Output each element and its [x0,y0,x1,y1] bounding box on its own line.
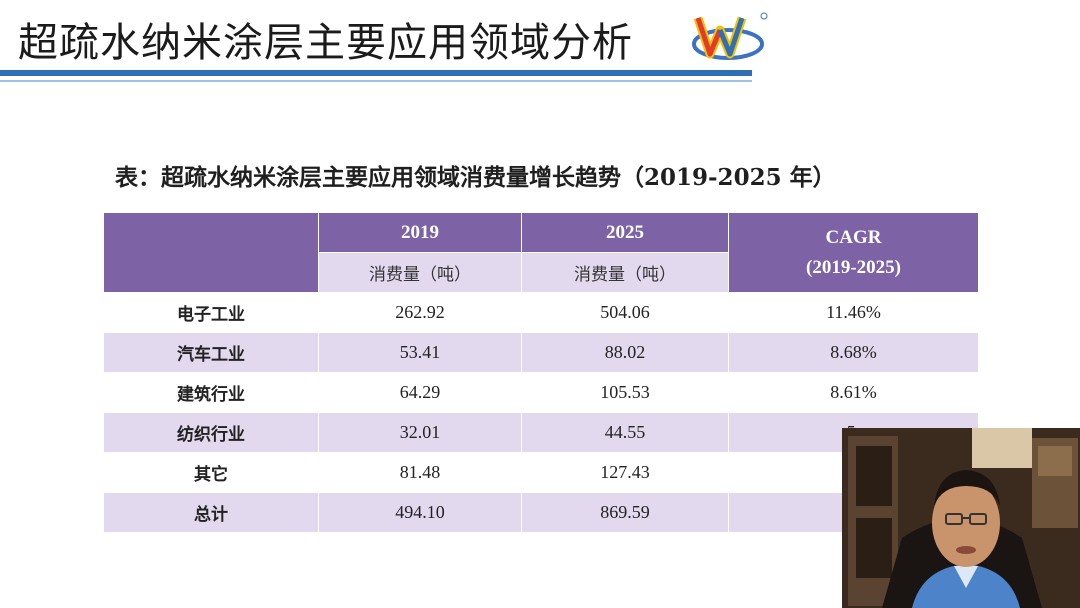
value-2019: 53.41 [318,332,522,373]
value-2019: 494.10 [318,492,522,533]
value-2019: 64.29 [318,372,522,413]
row-label: 其它 [103,452,319,493]
value-2025: 88.02 [521,332,729,373]
value-2019: 81.48 [318,452,522,493]
row-label: 电子工业 [103,292,319,333]
presenter-figure [842,428,1080,608]
table-caption: 表：超疏水纳米涂层主要应用领域消费量增长趋势（2019-2025 年） [115,164,836,191]
value-2025: 869.59 [521,492,729,533]
value-cagr: 11.46% [728,292,979,333]
value-cagr: 8.61% [728,372,979,413]
header-sub-2019: 消费量（吨） [318,252,522,293]
table-row: 电子工业 262.92 504.06 11.46% [103,292,979,333]
title-underline-thin [0,80,752,82]
header-year-2025: 2025 [521,212,729,253]
header-cagr: CAGR (2019-2025) [728,212,979,293]
row-label: 建筑行业 [103,372,319,413]
value-2025: 44.55 [521,412,729,453]
row-label: 总计 [103,492,319,533]
slide-title: 超疏水纳米涂层主要应用领域分析 [18,20,633,66]
table-row: 汽车工业 53.41 88.02 8.68% [103,332,979,373]
value-cagr: 8.68% [728,332,979,373]
value-2019: 32.01 [318,412,522,453]
header-sub-2025: 消费量（吨） [521,252,729,293]
value-2025: 127.43 [521,452,729,493]
value-2025: 105.53 [521,372,729,413]
header-cagr-line1: CAGR [825,226,882,248]
header-year-2019: 2019 [318,212,522,253]
value-2019: 262.92 [318,292,522,333]
presenter-video-feed [842,428,1080,608]
table-row: 建筑行业 64.29 105.53 8.61% [103,372,979,413]
row-label: 纺织行业 [103,412,319,453]
header-blank-cell [103,212,319,293]
row-label: 汽车工业 [103,332,319,373]
header-cagr-line2: (2019-2025) [806,256,901,278]
brand-w-logo [692,12,768,60]
title-underline [0,70,752,76]
value-2025: 504.06 [521,292,729,333]
